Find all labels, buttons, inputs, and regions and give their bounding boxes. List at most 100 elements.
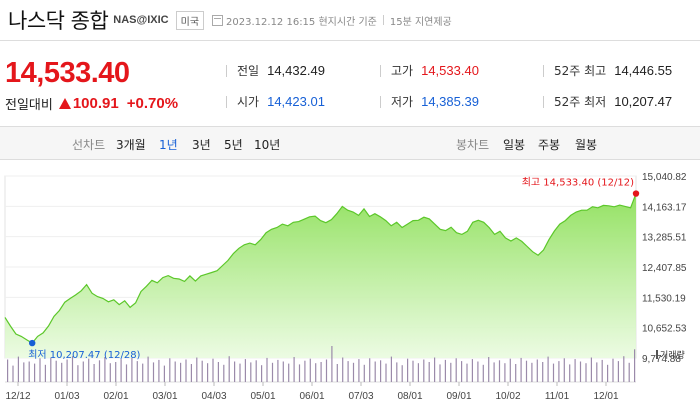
volume-bar	[196, 357, 198, 382]
x-tick-label: 09/01	[446, 391, 471, 402]
stat-low: 저가 14,385.39	[380, 93, 479, 110]
volume-bar	[601, 359, 603, 382]
volume-bar	[266, 357, 268, 382]
volume-bar	[504, 363, 506, 382]
volume-bar	[428, 362, 430, 382]
volume-bar	[234, 361, 236, 382]
volume-bar	[17, 356, 19, 382]
volume-bar	[461, 361, 463, 382]
volume-bar	[66, 359, 68, 382]
volume-bar	[207, 363, 209, 382]
tab-daily[interactable]: 일봉	[503, 138, 526, 152]
volume-bar	[531, 362, 533, 382]
x-tick-label: 01/03	[54, 391, 79, 402]
volume-bar	[417, 363, 419, 382]
x-tick-label: 03/01	[152, 391, 177, 402]
price-area	[5, 193, 636, 358]
tab-10y[interactable]: 10년	[254, 138, 281, 152]
calendar-icon	[212, 14, 224, 26]
volume-bar	[612, 358, 614, 382]
volume-bar	[223, 364, 225, 382]
chart-tabbar: 선차트 3개월 1년 3년 5년 10년 봉차트 일봉 주봉 월봉	[0, 126, 700, 160]
volume-bar	[158, 359, 160, 382]
tab-weekly[interactable]: 주봉	[538, 138, 561, 152]
volume-bar	[88, 358, 90, 382]
volume-bar	[466, 363, 468, 382]
volume-bar	[444, 359, 446, 382]
tab-3y[interactable]: 3년	[192, 138, 211, 152]
x-tick-label: 05/01	[250, 391, 275, 402]
high-annotation: 최고 14,533.40 (12/12)	[522, 177, 634, 189]
header-divider	[0, 40, 700, 41]
volume-bar	[407, 358, 409, 382]
volume-bar	[520, 357, 522, 382]
volume-bar	[152, 362, 155, 382]
volume-bar	[239, 363, 241, 382]
volume-bar	[250, 362, 252, 382]
tab-3m[interactable]: 3개월	[116, 138, 146, 152]
change-amount: 100.91	[72, 95, 119, 112]
volume-bar	[412, 360, 414, 382]
index-code: NAS@IXIC	[113, 14, 169, 26]
tab-1y[interactable]: 1년	[159, 138, 178, 152]
candle-chart-label: 봉차트	[456, 138, 490, 152]
volume-bar	[471, 359, 473, 382]
volume-bar	[282, 361, 284, 382]
volume-bar	[201, 360, 203, 382]
volume-bar	[163, 365, 165, 382]
volume-bar	[455, 358, 457, 382]
country-badge: 미국	[175, 10, 205, 30]
volume-bar	[596, 362, 598, 382]
volume-bar	[115, 362, 117, 382]
volume-bar	[569, 364, 571, 382]
volume-bar	[374, 361, 376, 382]
volume-bar	[185, 359, 187, 382]
volume-legend: 거래량	[656, 348, 685, 361]
volume-bar	[44, 364, 46, 382]
volume-bar	[98, 360, 101, 382]
volume-bar	[61, 362, 63, 382]
volume-bar	[396, 362, 398, 382]
volume-bar	[293, 357, 295, 382]
low-marker	[28, 339, 36, 347]
volume-bar	[509, 358, 511, 382]
tab-5y[interactable]: 5년	[224, 138, 243, 152]
volume-bar	[628, 362, 630, 382]
volume-bar	[180, 362, 182, 382]
volume-bar	[536, 359, 538, 382]
volume-bar	[336, 364, 338, 382]
x-tick-label: 07/03	[348, 391, 373, 402]
y-tick-label: 9,774.88	[642, 354, 681, 365]
volume-bar	[493, 362, 495, 382]
volume-bar	[131, 357, 133, 382]
volume-bar	[498, 360, 501, 382]
volume-bar	[277, 359, 279, 382]
volume-bar	[82, 361, 84, 382]
volume-bar	[71, 356, 74, 382]
volume-bar	[23, 362, 25, 382]
delay-notice: 15분 지연제공	[389, 16, 452, 28]
x-tick-label: 02/01	[103, 391, 128, 402]
volume-bar	[315, 363, 317, 382]
volume-bar	[439, 364, 441, 382]
volume-bar	[304, 360, 306, 382]
y-tick-label: 12,407.85	[642, 263, 687, 274]
volume-bar	[228, 356, 230, 382]
volume-bar	[347, 361, 349, 382]
volume-bar	[298, 364, 301, 382]
volume-bar	[634, 349, 636, 382]
volume-bar	[623, 356, 625, 382]
x-tick-label: 12/12	[5, 391, 30, 402]
line-chart-label: 선차트	[72, 138, 106, 152]
volume-bar	[39, 358, 41, 382]
x-tick-label: 04/03	[201, 391, 226, 402]
price-line	[4, 193, 637, 344]
stat-open: 시가 14,423.01	[226, 93, 325, 110]
volume-bar	[352, 362, 355, 382]
volume-label: 거래량	[660, 351, 685, 361]
volume-bar	[525, 360, 528, 382]
volume-bar	[552, 363, 555, 382]
y-tick-label: 15,040.82	[642, 172, 687, 183]
volume-bar	[579, 361, 582, 382]
tab-monthly[interactable]: 월봉	[575, 138, 598, 152]
